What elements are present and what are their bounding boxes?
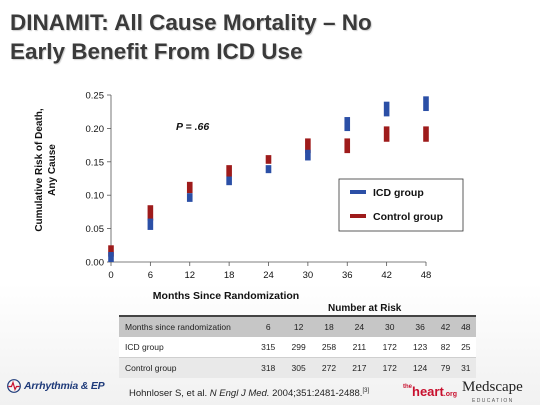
icd-risk-bar: [423, 96, 429, 112]
y-axis-label-line1: Cumulative Risk of Death,: [34, 108, 45, 232]
chart-marks: [108, 96, 429, 262]
citation-details: 2004;351:2481-2488.: [269, 388, 363, 400]
legend-box: [338, 178, 464, 232]
theheart-logo-the: the: [403, 384, 412, 390]
x-tick-label: 42: [381, 270, 392, 281]
risk-table-cell: 31: [455, 357, 476, 378]
medscape-logo-text: Medscape: [462, 379, 523, 395]
risk-table-cell: 258: [313, 337, 345, 358]
risk-table-cell: 315: [253, 337, 284, 358]
x-tick-label: 48: [421, 270, 432, 281]
x-tick-label: 0: [108, 270, 113, 281]
control-risk-bar: [423, 126, 429, 142]
theheart-logo-heart: heart: [412, 384, 444, 399]
risk-table-cell: 79: [435, 357, 456, 378]
legend-swatch-icd: [350, 190, 366, 194]
slide-title-line1: DINAMIT: All Cause Mortality – No: [10, 10, 372, 35]
slide-title-line2: Early Benefit From ICD Use: [10, 39, 303, 64]
x-tick-label: 18: [224, 270, 235, 281]
icd-risk-bar: [305, 149, 311, 161]
control-risk-bar: [186, 181, 193, 194]
control-risk-bar: [265, 155, 272, 164]
icd-risk-bar: [147, 218, 154, 230]
risk-table-row-icd: ICD group 315 299 258 211 172 123 82 25: [119, 337, 476, 358]
theheart-logo: theheart.org: [403, 384, 457, 399]
risk-table-header-cell: 18: [313, 316, 345, 337]
x-tick-label: 30: [303, 270, 314, 281]
x-axis-label: Months Since Randomization: [153, 290, 299, 302]
y-tick-label: 0.25: [86, 91, 105, 102]
arrhythmia-ep-logo: Arrhythmia & EP: [7, 379, 105, 393]
risk-table-header-cell: 36: [404, 316, 436, 337]
control-risk-bar: [344, 138, 351, 154]
control-risk-bar: [305, 138, 311, 154]
citation: Hohnloser S, et al. N Engl J Med. 2004;3…: [129, 388, 369, 399]
risk-table-cell: 272: [313, 357, 345, 378]
x-tick-label: 12: [184, 270, 195, 281]
medscape-logo: Medscape EDUCATION: [462, 380, 523, 408]
chart-legend: ICD group Control group: [338, 178, 464, 232]
risk-table-header-cell: 12: [283, 316, 314, 337]
risk-table-cell: 305: [283, 357, 314, 378]
icd-risk-bar: [265, 165, 272, 174]
risk-table-header-row: Months since randomization 6 12 18 24 30…: [119, 316, 476, 337]
p-value-annotation: P = .66: [176, 121, 209, 133]
risk-table-cell: 172: [374, 337, 405, 358]
risk-table-header-cell: 6: [253, 316, 284, 337]
slide-title: DINAMIT: All Cause Mortality – No Early …: [10, 8, 510, 66]
control-risk-bar: [226, 165, 232, 177]
risk-table-header-cell: 42: [435, 316, 456, 337]
y-tick-label: 0.15: [86, 157, 105, 168]
heartbeat-icon: [7, 379, 21, 393]
control-risk-bar: [147, 205, 154, 221]
citation-authors: Hohnloser S, et al.: [129, 388, 210, 400]
icd-risk-bar: [344, 117, 351, 132]
y-tick-label: 0.05: [86, 224, 105, 235]
chart-axes: 0.00 0.05 0.10 0.15 0.20 0.25 0 6 12 18 24 30 36 42 48: [86, 91, 432, 282]
risk-table-header-cell: Months since randomization: [119, 316, 253, 337]
theheart-logo-org: .org: [443, 391, 458, 398]
control-risk-bar: [383, 126, 390, 142]
icd-risk-bar: [383, 101, 390, 117]
legend-label-icd: ICD group: [373, 187, 424, 199]
icd-risk-bar: [226, 176, 232, 186]
arrhythmia-ep-logo-text: Arrhythmia & EP: [24, 380, 105, 392]
risk-table-cell: Control group: [119, 357, 253, 378]
risk-table-cell: 318: [253, 357, 284, 378]
legend-swatch-control: [350, 214, 366, 218]
y-axis-label-line2: Any Cause: [47, 144, 58, 196]
x-tick-label: 24: [263, 270, 274, 281]
risk-table-cell: 123: [404, 337, 436, 358]
x-tick-label: 36: [342, 270, 353, 281]
legend-label-control: Control group: [373, 211, 443, 223]
risk-table-cell: 25: [455, 337, 476, 358]
risk-table-title: Number at Risk: [328, 303, 402, 314]
citation-ref: [3]: [362, 388, 370, 394]
icd-risk-bar: [186, 193, 193, 202]
risk-table-cell: 172: [374, 357, 405, 378]
risk-table-cell: 82: [435, 337, 456, 358]
risk-table-cell: 217: [344, 357, 375, 378]
risk-table-cell: ICD group: [119, 337, 253, 358]
x-tick-label: 6: [148, 270, 153, 281]
icd-risk-bar: [108, 251, 114, 262]
medscape-logo-sub: EDUCATION: [472, 398, 514, 404]
citation-journal: N Engl J Med.: [209, 388, 270, 400]
risk-table-header-cell: 48: [455, 316, 476, 337]
risk-table-cell: 211: [344, 337, 375, 358]
risk-table-cell: 124: [404, 357, 436, 378]
risk-table-header-cell: 24: [344, 316, 375, 337]
risk-table: Months since randomization 6 12 18 24 30…: [119, 315, 476, 378]
risk-table-cell: 299: [283, 337, 314, 358]
risk-table-row-control: Control group 318 305 272 217 172 124 79…: [119, 357, 476, 378]
risk-table-header-cell: 30: [374, 316, 405, 337]
control-risk-bar: [108, 245, 114, 257]
y-tick-label: 0.20: [86, 124, 105, 135]
y-tick-label: 0.00: [86, 258, 105, 269]
y-tick-label: 0.10: [86, 191, 105, 202]
